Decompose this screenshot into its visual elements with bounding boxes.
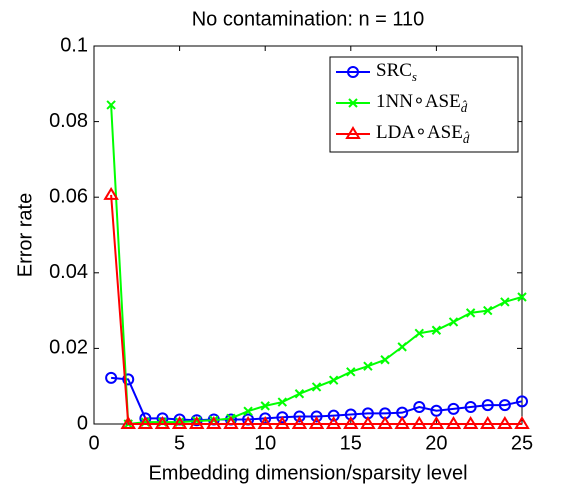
marker	[497, 416, 513, 429]
marker	[308, 416, 325, 429]
legend-label: 1NN∘ASEd̂	[376, 91, 468, 115]
marker	[500, 297, 510, 307]
x-tick-label: 25	[511, 432, 533, 454]
legend-label: LDA∘ASEd̂	[376, 122, 470, 146]
marker	[483, 305, 493, 316]
marker	[346, 367, 356, 377]
marker	[343, 416, 359, 429]
marker	[380, 355, 390, 365]
y-axis-label: Error rate	[14, 193, 36, 277]
legend-name: SRC	[376, 60, 412, 81]
marker	[445, 416, 462, 429]
marker	[223, 416, 239, 429]
y-tick-label: 0.08	[49, 110, 88, 132]
marker	[293, 410, 306, 423]
series	[103, 186, 530, 429]
marker	[448, 317, 459, 327]
marker	[240, 416, 256, 429]
marker	[347, 66, 359, 78]
marker	[122, 373, 135, 386]
legend-subscript: d̂	[461, 100, 468, 115]
marker	[414, 328, 424, 338]
marker	[363, 361, 373, 371]
marker	[345, 126, 361, 139]
marker	[481, 399, 494, 412]
y-tick-label: 0.04	[49, 261, 88, 283]
series-line	[110, 194, 522, 425]
marker	[294, 389, 305, 399]
marker	[137, 416, 154, 429]
marker	[328, 375, 339, 385]
legend-name: LDA∘ASE	[376, 122, 463, 143]
marker	[171, 416, 188, 429]
marker	[243, 406, 253, 416]
marker	[498, 399, 511, 412]
marker	[188, 416, 205, 429]
x-axis-label: Embedding dimension/sparsity level	[148, 462, 467, 484]
marker	[106, 100, 116, 110]
marker	[411, 416, 428, 429]
x-tick-label: 10	[254, 432, 276, 454]
marker	[431, 325, 442, 335]
marker	[447, 402, 460, 415]
marker	[120, 416, 137, 429]
marker	[397, 342, 407, 352]
marker	[206, 416, 222, 429]
marker	[360, 416, 376, 429]
marker	[291, 416, 308, 429]
marker	[394, 416, 410, 429]
marker	[260, 401, 270, 411]
marker	[274, 416, 291, 429]
marker	[310, 410, 323, 423]
marker	[103, 186, 119, 200]
x-tick-label: 0	[88, 432, 99, 454]
marker	[377, 416, 393, 429]
marker	[479, 416, 496, 429]
marker	[462, 416, 479, 429]
marker	[465, 308, 476, 318]
marker	[517, 292, 527, 302]
x-tick-label: 5	[174, 432, 185, 454]
marker	[257, 416, 273, 429]
marker	[428, 416, 445, 429]
chart-title: No contamination: n = 110	[192, 8, 425, 30]
marker	[311, 382, 322, 392]
marker	[430, 404, 443, 417]
marker	[327, 409, 340, 422]
x-tick-label: 20	[425, 432, 447, 454]
y-tick-label: 0.1	[60, 34, 88, 56]
legend-name: 1NN∘ASE	[376, 91, 461, 112]
marker	[277, 397, 288, 407]
legend-subscript: d̂	[463, 131, 470, 146]
marker	[105, 371, 118, 384]
marker	[514, 416, 530, 429]
y-tick-label: 0.02	[49, 337, 88, 359]
marker	[516, 395, 528, 408]
x-tick-label: 15	[340, 432, 362, 454]
marker	[154, 416, 171, 429]
y-tick-label: 0.06	[49, 185, 88, 207]
marker	[325, 416, 342, 429]
marker	[464, 400, 477, 413]
marker	[276, 411, 289, 424]
legend-label: SRCs	[376, 60, 417, 84]
y-tick-label: 0	[77, 412, 88, 434]
marker	[348, 98, 358, 108]
marker	[413, 400, 426, 413]
legend-subscript: s	[412, 69, 417, 84]
